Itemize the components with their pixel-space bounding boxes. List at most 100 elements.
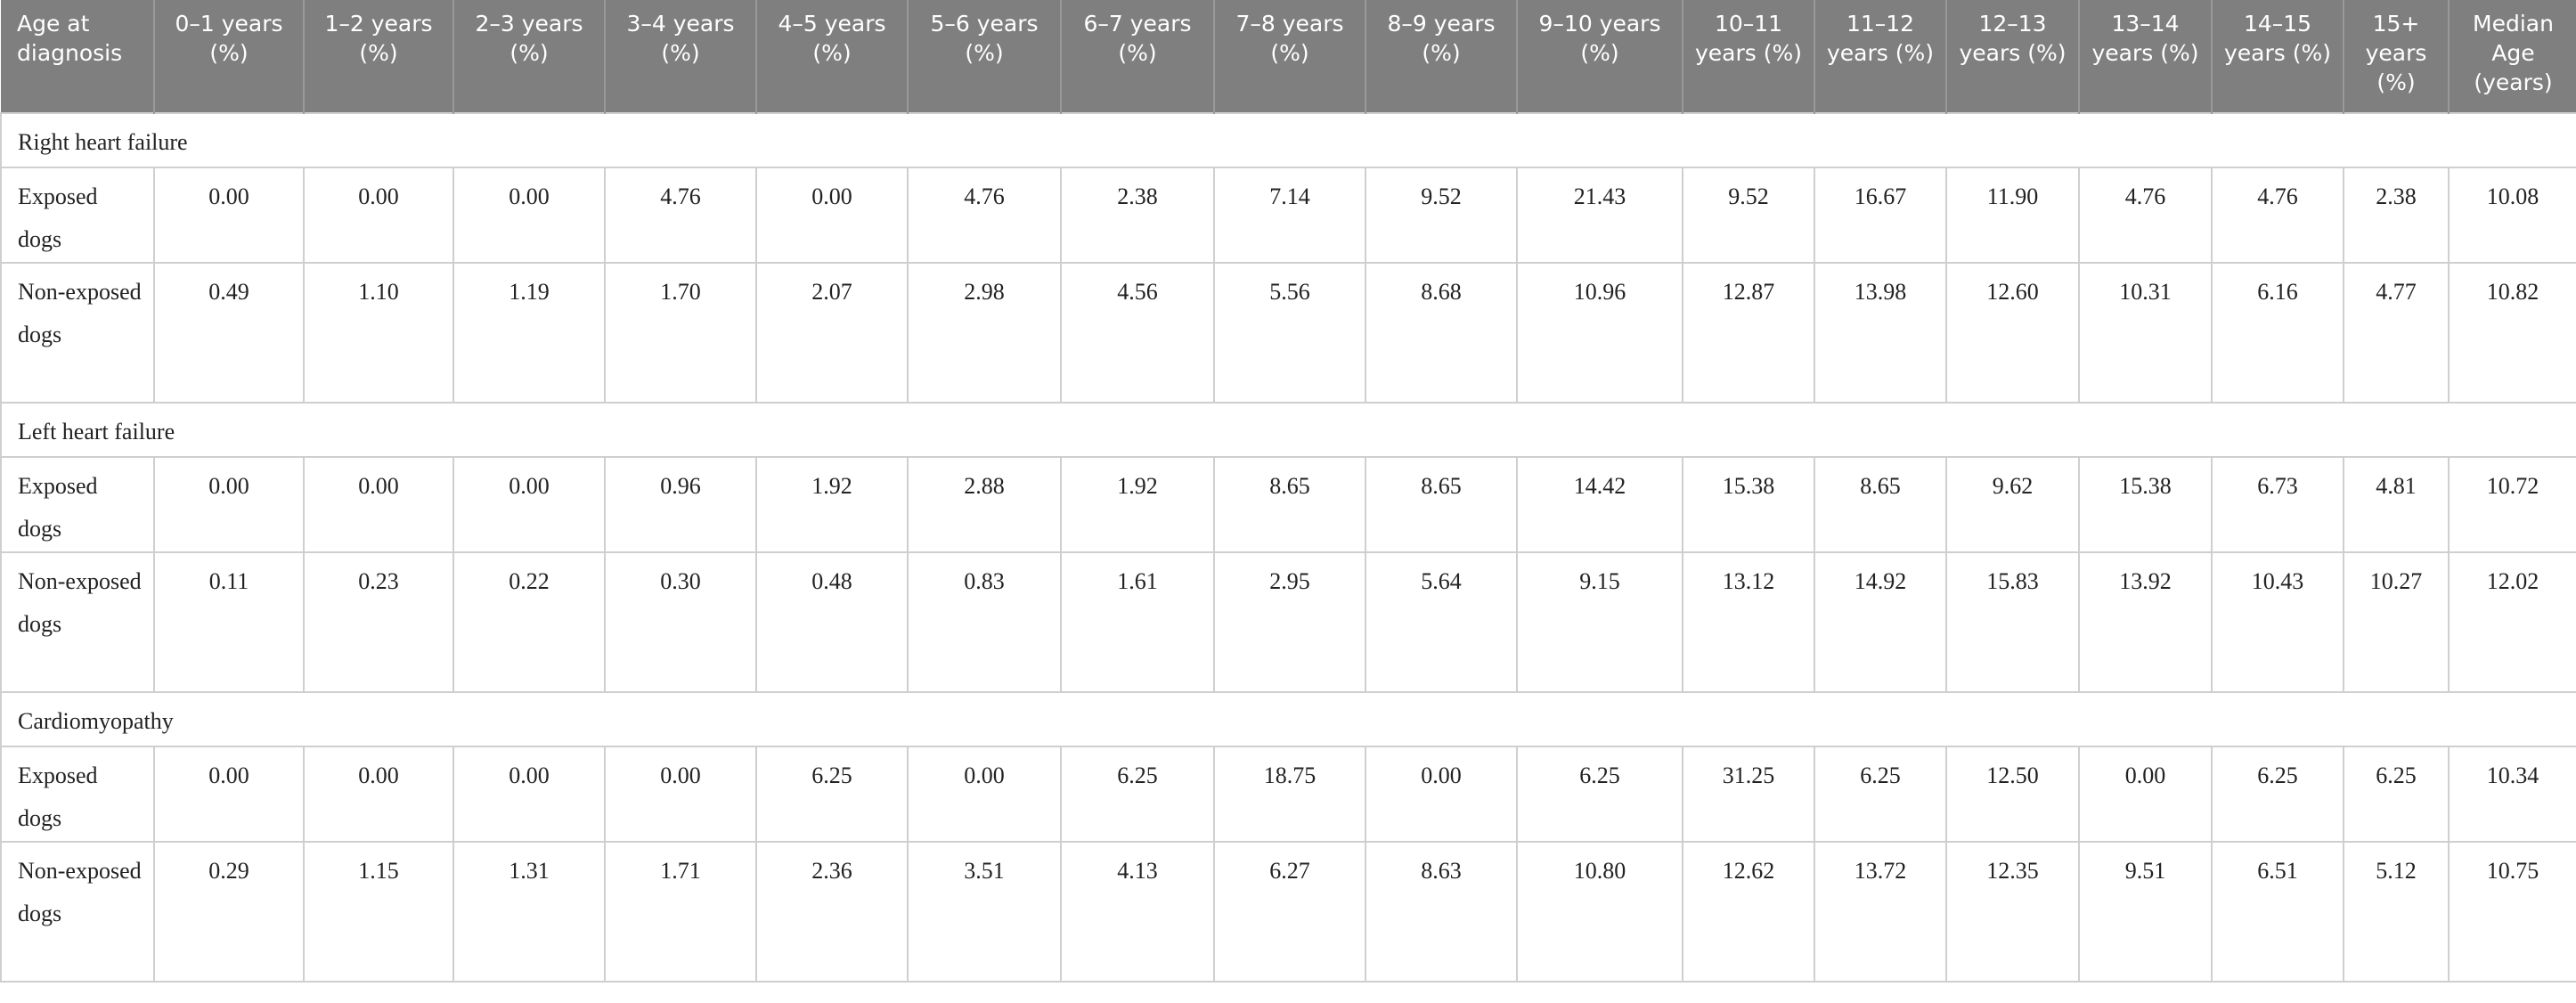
cell: 13.98 (1814, 262, 1947, 404)
cell: 1.15 (303, 841, 454, 983)
cell: 9.52 (1365, 167, 1518, 264)
cell: 0.00 (303, 746, 454, 843)
cell: 2.95 (1213, 551, 1366, 693)
cell: 6.25 (1814, 746, 1947, 843)
group-row: Cardiomyopathy (0, 691, 2576, 747)
group-title: Right heart failure (0, 112, 2576, 168)
cell: 1.92 (1060, 456, 1215, 553)
cell: 0.00 (303, 456, 454, 553)
cell: 1.31 (452, 841, 606, 983)
cell: 10.72 (2448, 456, 2576, 553)
cell: 0.00 (153, 746, 305, 843)
cell: 4.13 (1060, 841, 1215, 983)
cell: 10.27 (2343, 551, 2450, 693)
data-row: Non-exposed dogs 0.49 1.10 1.19 1.70 2.07 2.98… (0, 262, 2576, 404)
table-body: Right heart failure Exposed dogs 0.00 0.00 0… (0, 112, 2576, 983)
cell: 0.00 (303, 167, 454, 264)
row-label: Exposed dogs (0, 456, 155, 553)
cell: 0.00 (452, 746, 606, 843)
data-row: Exposed dogs 0.00 0.00 0.00 0.96 1.92 2.88 1.92… (0, 456, 2576, 553)
group-title: Left heart failure (0, 402, 2576, 458)
cell: 4.76 (2211, 167, 2344, 264)
cell: 7.14 (1213, 167, 1366, 264)
cell: 0.00 (604, 746, 757, 843)
cell: 6.16 (2211, 262, 2344, 404)
cell: 0.00 (755, 167, 909, 264)
cell: 10.96 (1516, 262, 1683, 404)
cell: 9.51 (2078, 841, 2213, 983)
cell: 12.50 (1945, 746, 2080, 843)
cell: 6.25 (755, 746, 909, 843)
header-cell: 5–6 years (%) (907, 0, 1061, 113)
header-cell: 4–5 years (%) (755, 0, 908, 113)
cell: 0.30 (604, 551, 757, 693)
cell: 0.48 (755, 551, 909, 693)
cell: 0.00 (1365, 746, 1518, 843)
data-row: Non-exposed dogs 0.11 0.23 0.22 0.30 0.48 0.83… (0, 551, 2576, 693)
header-cell: 2–3 years (%) (452, 0, 605, 113)
cell: 10.34 (2448, 746, 2576, 843)
row-label: Non-exposed dogs (0, 262, 155, 404)
header-cell: 0–1 years (%) (153, 0, 304, 113)
cell: 14.42 (1516, 456, 1683, 553)
cell: 13.12 (1682, 551, 1815, 693)
cell: 0.83 (907, 551, 1062, 693)
cell: 4.76 (907, 167, 1062, 264)
cell: 10.82 (2448, 262, 2576, 404)
header-cell: 11–12 years (%) (1814, 0, 1946, 113)
cell: 0.29 (153, 841, 305, 983)
cell: 6.73 (2211, 456, 2344, 553)
cell: 15.38 (2078, 456, 2213, 553)
cell: 1.19 (452, 262, 606, 404)
cell: 12.62 (1682, 841, 1815, 983)
cell: 5.64 (1365, 551, 1518, 693)
cell: 5.56 (1213, 262, 1366, 404)
row-label: Exposed dogs (0, 746, 155, 843)
cell: 8.68 (1365, 262, 1518, 404)
cell: 1.71 (604, 841, 757, 983)
cell: 16.67 (1814, 167, 1947, 264)
cell: 3.51 (907, 841, 1062, 983)
cell: 6.25 (2211, 746, 2344, 843)
header-cell: 7–8 years (%) (1213, 0, 1365, 113)
cell: 10.80 (1516, 841, 1683, 983)
cell: 2.36 (755, 841, 909, 983)
header-cell: Median Age (years) (2448, 0, 2576, 113)
cell: 0.11 (153, 551, 305, 693)
cell: 1.70 (604, 262, 757, 404)
cell: 6.25 (1060, 746, 1215, 843)
cell: 31.25 (1682, 746, 1815, 843)
cell: 0.22 (452, 551, 606, 693)
cell: 12.02 (2448, 551, 2576, 693)
row-label: Non-exposed dogs (0, 841, 155, 983)
cell: 9.62 (1945, 456, 2080, 553)
cell: 8.63 (1365, 841, 1518, 983)
header-cell: 1–2 years (%) (303, 0, 453, 113)
header-cell: 6–7 years (%) (1060, 0, 1214, 113)
cell: 0.23 (303, 551, 454, 693)
data-row: Exposed dogs 0.00 0.00 0.00 4.76 0.00 4.76 2.38… (0, 167, 2576, 264)
cell: 6.25 (2343, 746, 2450, 843)
header-cell: 9–10 years (%) (1516, 0, 1683, 113)
row-label: Exposed dogs (0, 167, 155, 264)
cell: 15.38 (1682, 456, 1815, 553)
cell: 12.35 (1945, 841, 2080, 983)
group-row: Left heart failure (0, 402, 2576, 458)
header-cell: 8–9 years (%) (1365, 0, 1517, 113)
cell: 14.92 (1814, 551, 1947, 693)
cell: 0.96 (604, 456, 757, 553)
cell: 4.81 (2343, 456, 2450, 553)
cell: 4.76 (2078, 167, 2213, 264)
data-row: Exposed dogs 0.00 0.00 0.00 0.00 6.25 0.00 6.25… (0, 746, 2576, 843)
cell: 0.00 (452, 456, 606, 553)
cell: 6.27 (1213, 841, 1366, 983)
header-cell: 15+ years (%) (2343, 0, 2449, 113)
cell: 0.00 (907, 746, 1062, 843)
row-label: Non-exposed dogs (0, 551, 155, 693)
cell: 12.60 (1945, 262, 2080, 404)
cell: 12.87 (1682, 262, 1815, 404)
group-title: Cardiomyopathy (0, 691, 2576, 747)
header-row: Age at diagnosis 0–1 years (%) 1–2 years (… (1, 0, 2576, 113)
